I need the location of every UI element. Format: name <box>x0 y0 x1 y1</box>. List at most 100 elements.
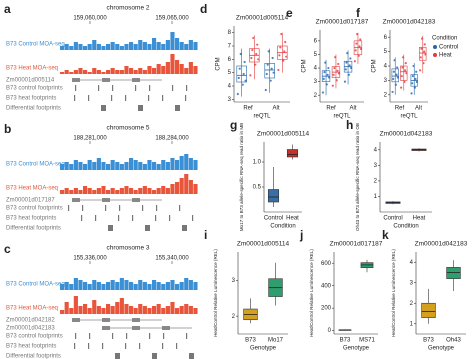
x-tick-label: Heat <box>286 216 299 222</box>
point <box>422 62 425 65</box>
signal-bar <box>188 158 193 170</box>
signal-bar <box>69 72 74 74</box>
coordinate: 188,281,000 <box>73 136 107 142</box>
signal-bar <box>175 308 180 314</box>
x-axis-title: Genotype <box>428 346 455 352</box>
signal-bar <box>92 162 97 170</box>
chart-title: Zm00001d042183 <box>380 131 433 138</box>
point <box>242 72 245 76</box>
signal-bar <box>124 186 129 194</box>
point <box>345 61 348 64</box>
y-tick-label: 3 <box>314 79 318 85</box>
footprint <box>162 95 164 101</box>
signal-bar <box>110 280 115 290</box>
y-tick-label: 8 <box>228 30 232 36</box>
y-tick-label: 1 <box>374 194 378 200</box>
signal-bar <box>152 38 157 50</box>
y-tick-label: 4 <box>314 66 318 72</box>
signal-bar <box>138 304 143 314</box>
signal-bar <box>165 282 170 290</box>
signal-bar <box>138 40 143 50</box>
point <box>282 59 285 62</box>
signal-bar <box>110 42 115 50</box>
signal-bar <box>106 190 111 194</box>
signal-bar <box>87 308 92 314</box>
signal-bar <box>165 62 170 74</box>
signal-bar <box>73 296 78 314</box>
signal-bar <box>124 44 129 50</box>
footprint <box>132 215 134 221</box>
signal-bar <box>69 164 74 170</box>
point <box>284 40 287 44</box>
signal-bar <box>156 42 161 50</box>
footprint <box>105 205 107 211</box>
point <box>423 43 426 46</box>
signal-bar <box>142 306 147 314</box>
y-axis-title: CPM <box>216 57 222 70</box>
exon <box>132 78 140 82</box>
signal-bar <box>129 282 134 290</box>
gene-label: Zm00001d005114 <box>6 78 55 84</box>
point <box>410 92 413 95</box>
point <box>267 50 270 53</box>
point <box>359 38 362 41</box>
signal-bar <box>78 280 83 290</box>
y-tick-label: 3 <box>228 97 232 103</box>
point <box>278 54 281 57</box>
signal-bar <box>156 188 161 194</box>
y-tick-label: 5 <box>314 52 318 58</box>
signal-bar <box>83 304 88 314</box>
box <box>421 302 436 318</box>
signal-bar <box>147 284 152 290</box>
signal-bar <box>96 282 101 290</box>
point <box>243 60 246 64</box>
x-tick-label: Control <box>264 216 283 222</box>
signal-bar <box>92 280 97 290</box>
point <box>348 64 351 67</box>
signal-bar <box>152 280 157 290</box>
point <box>357 54 360 57</box>
point <box>413 86 416 89</box>
signal-bar <box>152 190 157 194</box>
signal-bar <box>152 68 157 74</box>
point <box>270 67 273 70</box>
box <box>236 65 247 83</box>
signal-bar <box>78 68 83 74</box>
gene-label: Zm00001d042182 <box>6 318 55 324</box>
signal-label: B73 Control MOA-seq <box>6 162 65 168</box>
footprint <box>75 333 77 339</box>
footprint <box>145 225 150 231</box>
footprint <box>74 343 76 349</box>
panel-letter: g <box>230 118 237 132</box>
footprint <box>176 343 178 349</box>
footprint-label: B73 heat footprints <box>6 96 56 102</box>
chart-title: Zm00001d017187 <box>330 241 383 248</box>
point <box>419 69 422 72</box>
signal-bar <box>170 32 175 50</box>
signal-bar <box>188 62 193 74</box>
coordinate: 155,336,000 <box>73 256 107 262</box>
point <box>355 42 358 45</box>
box <box>391 68 399 83</box>
panel-letter: e <box>286 6 293 20</box>
y-tick-label: 6 <box>228 57 232 63</box>
point <box>337 62 340 66</box>
footprint <box>111 95 113 101</box>
signal-bar <box>64 162 69 170</box>
y-tick-label: 1.0 <box>253 160 262 166</box>
y-tick-label: 0.5 <box>253 185 262 191</box>
point <box>280 32 283 36</box>
point <box>392 70 395 73</box>
legend-swatch <box>433 45 437 49</box>
y-tick-label: 2 <box>232 314 236 320</box>
footprint <box>192 215 194 221</box>
y-tick-label: 400 <box>321 283 332 289</box>
footprint <box>186 333 188 339</box>
signal-bar <box>170 184 175 194</box>
chart-title: Zm00001d042183 <box>415 241 468 248</box>
signal-bar <box>106 282 111 290</box>
signal-bar <box>69 284 74 290</box>
x-tick-label: B73 <box>245 338 256 344</box>
point <box>283 50 286 53</box>
footprint <box>88 343 90 349</box>
